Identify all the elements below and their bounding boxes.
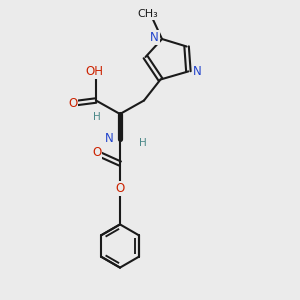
Text: O: O xyxy=(68,97,77,110)
Text: N: N xyxy=(150,31,159,44)
Text: O: O xyxy=(116,182,124,195)
Text: O: O xyxy=(92,146,101,160)
Text: H: H xyxy=(139,137,146,148)
Text: H: H xyxy=(93,112,101,122)
Text: N: N xyxy=(192,65,201,78)
Text: N: N xyxy=(105,132,114,145)
Text: CH₃: CH₃ xyxy=(137,9,158,19)
Text: OH: OH xyxy=(85,65,103,79)
